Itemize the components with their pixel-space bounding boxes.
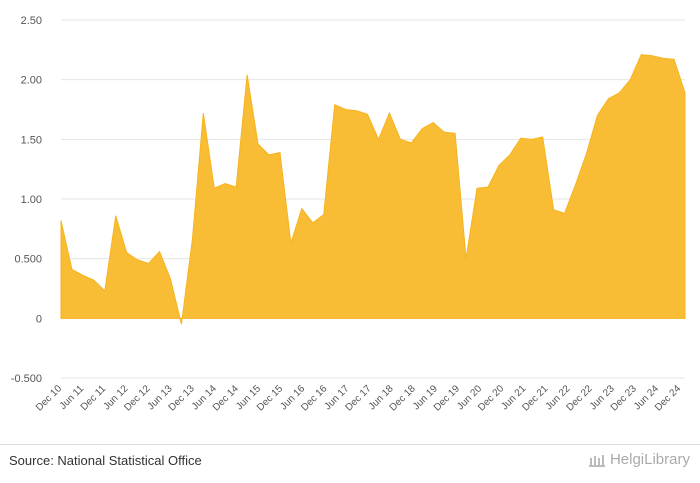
x-tick-label: Dec 22: [565, 383, 595, 413]
source-note: Source: National Statistical Office: [9, 453, 202, 468]
y-axis: -0.500 0 0.500 1.00 1.50 2.00 2.50: [11, 15, 42, 385]
area-series: [60, 54, 686, 325]
footer: Source: National Statistical Office Helg…: [0, 444, 700, 483]
y-tick-label: -0.500: [11, 373, 42, 385]
logo-text: HelgiLibrary: [609, 451, 690, 468]
y-tick-label: 1.50: [21, 134, 42, 146]
y-tick-label: 2.50: [21, 15, 42, 27]
x-tick-label: Dec 18: [388, 383, 418, 413]
y-tick-label: 0.500: [14, 254, 42, 266]
x-tick-label: Dec 21: [520, 383, 550, 413]
x-tick-label: Dec 15: [255, 383, 285, 413]
x-tick-label: Dec 14: [211, 383, 241, 413]
y-tick-label: 0: [36, 313, 42, 325]
y-tick-label: 1.00: [21, 194, 42, 206]
y-tick-label: 2.00: [21, 75, 42, 87]
x-tick-label: Dec 10: [34, 383, 64, 413]
library-icon: [588, 454, 605, 467]
helgi-library-logo[interactable]: HelgiLibrary: [588, 451, 690, 468]
area-series-fill: [60, 54, 686, 325]
